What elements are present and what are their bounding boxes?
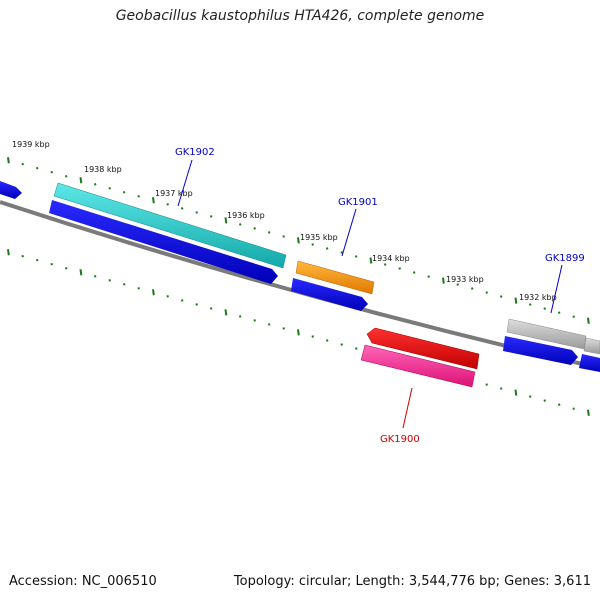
- genome-title: Geobacillus kaustophilus HTA426, complet…: [115, 8, 485, 24]
- gene-features: [0, 181, 600, 388]
- ruler-label: 1934 kbp: [372, 254, 410, 263]
- label-leader-gk1900: [402, 387, 413, 429]
- ruler-major-tick: [224, 217, 228, 224]
- ruler-label: 1933 kbp: [446, 275, 484, 284]
- cds-gk1901[interactable]: [291, 278, 368, 311]
- cds-gk1899[interactable]: [503, 336, 578, 365]
- gene-gk1902[interactable]: [53, 182, 287, 269]
- cds-feature[interactable]: [0, 181, 22, 199]
- ruler-major-tick: [442, 277, 445, 284]
- ruler-major-tick: [224, 309, 228, 316]
- label-leader-gk1899: [550, 264, 563, 314]
- ruler-major-tick: [297, 329, 300, 336]
- gene-gray-partial[interactable]: [583, 337, 600, 355]
- gene-gk1901[interactable]: [295, 260, 375, 295]
- ruler-major-tick: [79, 269, 83, 276]
- ruler-major-tick: [369, 257, 373, 264]
- gene-label-gk1901[interactable]: GK1901: [338, 197, 378, 208]
- ruler-major-tick: [587, 409, 590, 416]
- cds-gk1902[interactable]: [49, 200, 278, 284]
- ruler-major-tick: [152, 289, 155, 296]
- ruler-label: 1935 kbp: [300, 233, 338, 242]
- accession-text: Accession: NC_006510: [9, 574, 157, 589]
- gene-label-gk1902[interactable]: GK1902: [175, 147, 215, 158]
- genome-summary-text: Topology: circular; Length: 3,544,776 bp…: [233, 574, 591, 589]
- ruler-major-tick: [152, 197, 155, 204]
- ruler-major-tick: [7, 157, 10, 164]
- ruler-label: 1939 kbp: [12, 140, 50, 149]
- ruler-major-tick: [514, 297, 518, 304]
- ruler-major-tick: [514, 389, 518, 396]
- gene-gk1899[interactable]: [506, 318, 587, 350]
- gene-label-gk1899[interactable]: GK1899: [545, 253, 585, 264]
- gene-label-gk1900[interactable]: GK1900: [380, 434, 420, 445]
- gene-gk1900[interactable]: [366, 327, 480, 370]
- label-leader-gk1902: [177, 159, 193, 207]
- inner-ruler: [7, 249, 590, 416]
- ruler-label: 1937 kbp: [155, 189, 193, 198]
- ruler-major-tick: [297, 237, 300, 244]
- ruler-major-tick: [7, 249, 10, 256]
- ruler-major-tick: [587, 317, 590, 324]
- cds-gk1900[interactable]: [360, 344, 476, 388]
- ruler-label: 1938 kbp: [84, 165, 122, 174]
- outer-ruler: [7, 157, 590, 324]
- ruler-label: 1936 kbp: [227, 211, 265, 220]
- label-leader-gk1901: [341, 208, 357, 257]
- ruler-major-tick: [79, 177, 83, 184]
- cds-partial-right[interactable]: [579, 354, 600, 372]
- ruler-label: 1932 kbp: [519, 293, 557, 302]
